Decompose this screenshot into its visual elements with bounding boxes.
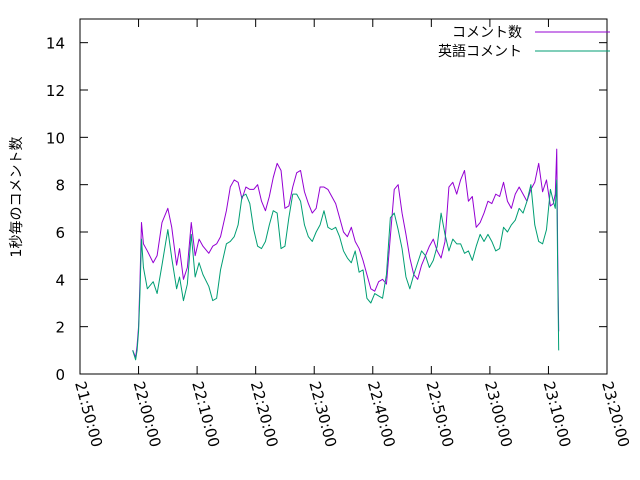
x-axis: 21:50:00 22:00:00 22:10:00 22:20:00 22:30:00… — [71, 19, 633, 449]
y-tick-label: 12 — [46, 82, 65, 100]
x-tick-label: 23:20:00 — [598, 379, 633, 449]
legend-label-series-1: コメント数 — [452, 25, 522, 41]
y-tick-label: 10 — [46, 129, 65, 147]
y-tick-label: 14 — [46, 35, 65, 53]
y-tick-label: 6 — [55, 224, 65, 242]
x-tick-label: 22:50:00 — [422, 379, 457, 449]
y-axis-title: 1秒毎のコメント数 — [9, 137, 25, 258]
x-tick-label: 23:10:00 — [540, 379, 575, 449]
y-tick-label: 0 — [55, 366, 65, 384]
y-tick-label: 4 — [55, 271, 65, 289]
y-tick-label: 2 — [55, 319, 65, 337]
x-tick-label: 22:10:00 — [188, 379, 223, 449]
legend-label-series-2: 英語コメント — [438, 43, 522, 60]
series-line-1 — [132, 148, 560, 358]
x-tick-label: 23:00:00 — [481, 379, 516, 449]
series-line-2 — [132, 179, 560, 361]
plot-area-border — [79, 18, 608, 375]
x-tick-label: 22:00:00 — [130, 379, 165, 449]
x-tick-label: 21:50:00 — [71, 379, 106, 449]
legend: コメント数 英語コメント — [438, 25, 610, 60]
x-tick-label: 22:20:00 — [247, 379, 282, 449]
y-tick-label: 8 — [55, 177, 65, 195]
series-layer — [132, 148, 560, 361]
x-tick-label: 22:30:00 — [305, 379, 340, 449]
y-axis: 0 2 4 6 8 10 12 14 — [46, 35, 607, 384]
x-tick-label: 22:40:00 — [364, 379, 399, 449]
